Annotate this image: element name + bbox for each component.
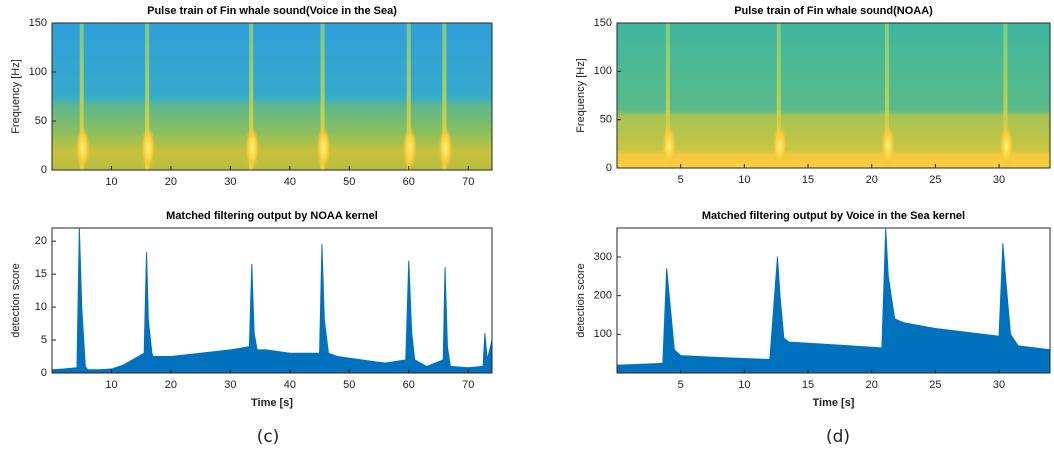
x-tick-label: 10 (105, 176, 117, 188)
detection-area (51, 227, 493, 374)
pulse-stripe (406, 23, 411, 170)
x-tick-label: 30 (224, 176, 236, 188)
x-tick-label: 10 (738, 174, 750, 186)
pulse-stripe (442, 23, 447, 170)
axes-box (616, 227, 1051, 374)
chart-title: Pulse train of Fin whale sound(Voice in … (147, 5, 397, 17)
caption: (c) (257, 427, 280, 447)
x-tick-label: 30 (993, 379, 1005, 391)
y-axis-label: detection score (575, 263, 587, 338)
y-axis-label: detection score (10, 263, 22, 338)
x-tick-label: 30 (993, 174, 1005, 186)
x-tick-label: 20 (866, 174, 878, 186)
x-tick-label: 60 (403, 176, 415, 188)
x-tick-label: 10 (105, 379, 117, 391)
pulse-energy (438, 125, 453, 170)
x-tick-label: 10 (738, 379, 750, 391)
x-axis-label: Time [s] (251, 397, 293, 409)
y-tick-label: 0 (41, 164, 47, 176)
detection-area (616, 228, 1051, 374)
pulse-energy (999, 124, 1014, 169)
y-tick-label: 150 (594, 17, 612, 29)
x-tick-label: 30 (224, 379, 236, 391)
x-tick-label: 50 (343, 379, 355, 391)
spectrogram-background (52, 23, 492, 170)
y-tick-label: 20 (35, 235, 47, 247)
x-tick-label: 20 (165, 379, 177, 391)
x-tick-label: 60 (403, 379, 415, 391)
pulse-energy (402, 125, 417, 170)
pulse-stripe (776, 23, 781, 168)
pulse-stripe (884, 23, 889, 168)
chart-title: Matched filtering output by Voice in the… (702, 210, 965, 222)
pulse-energy (772, 124, 787, 169)
chart-title: Matched filtering output by NOAA kernel (166, 210, 378, 222)
pulse-energy (245, 125, 260, 170)
caption: (d) (826, 427, 850, 447)
x-tick-label: 70 (462, 176, 474, 188)
pulse-stripe (1003, 23, 1008, 168)
x-tick-label: 50 (343, 176, 355, 188)
pulse-stripe (665, 23, 670, 168)
spectrogram-background (617, 23, 1050, 168)
y-tick-label: 150 (29, 17, 47, 29)
x-tick-label: 40 (284, 176, 296, 188)
y-tick-label: 100 (594, 65, 612, 77)
y-tick-label: 5 (41, 334, 47, 346)
x-tick-label: 25 (929, 174, 941, 186)
pulse-stripe (320, 23, 325, 170)
axes-box (616, 22, 1051, 169)
x-tick-label: 20 (165, 176, 177, 188)
axes-box (51, 22, 493, 171)
y-tick-label: 50 (35, 115, 47, 127)
x-tick-label: 40 (284, 379, 296, 391)
pulse-stripe (79, 23, 84, 170)
x-tick-label: 70 (462, 379, 474, 391)
y-tick-label: 100 (29, 66, 47, 78)
x-tick-label: 15 (802, 379, 814, 391)
y-tick-label: 0 (41, 367, 47, 379)
x-axis-label: Time [s] (813, 397, 855, 409)
pulse-energy (75, 125, 90, 170)
x-tick-label: 20 (866, 379, 878, 391)
x-tick-label: 25 (929, 379, 941, 391)
y-tick-label: 15 (35, 268, 47, 280)
y-tick-label: 100 (594, 328, 612, 340)
pulse-stripe (145, 23, 150, 170)
pulse-energy (141, 125, 156, 170)
x-tick-label: 15 (802, 174, 814, 186)
axes-box (51, 227, 493, 374)
y-axis-label: Frequency [Hz] (10, 59, 22, 134)
chart-title: Pulse train of Fin whale sound(NOAA) (734, 5, 933, 17)
pulse-energy (661, 124, 676, 169)
pulse-stripe (249, 23, 254, 170)
x-tick-label: 5 (678, 379, 684, 391)
pulse-energy (316, 125, 331, 170)
y-tick-label: 200 (594, 290, 612, 302)
x-tick-label: 5 (678, 174, 684, 186)
y-tick-label: 50 (600, 114, 612, 126)
pulse-energy (880, 124, 895, 169)
y-tick-label: 0 (606, 162, 612, 174)
y-tick-label: 300 (594, 251, 612, 263)
y-tick-label: 10 (35, 301, 47, 313)
y-axis-label: Frequency [Hz] (575, 58, 587, 133)
